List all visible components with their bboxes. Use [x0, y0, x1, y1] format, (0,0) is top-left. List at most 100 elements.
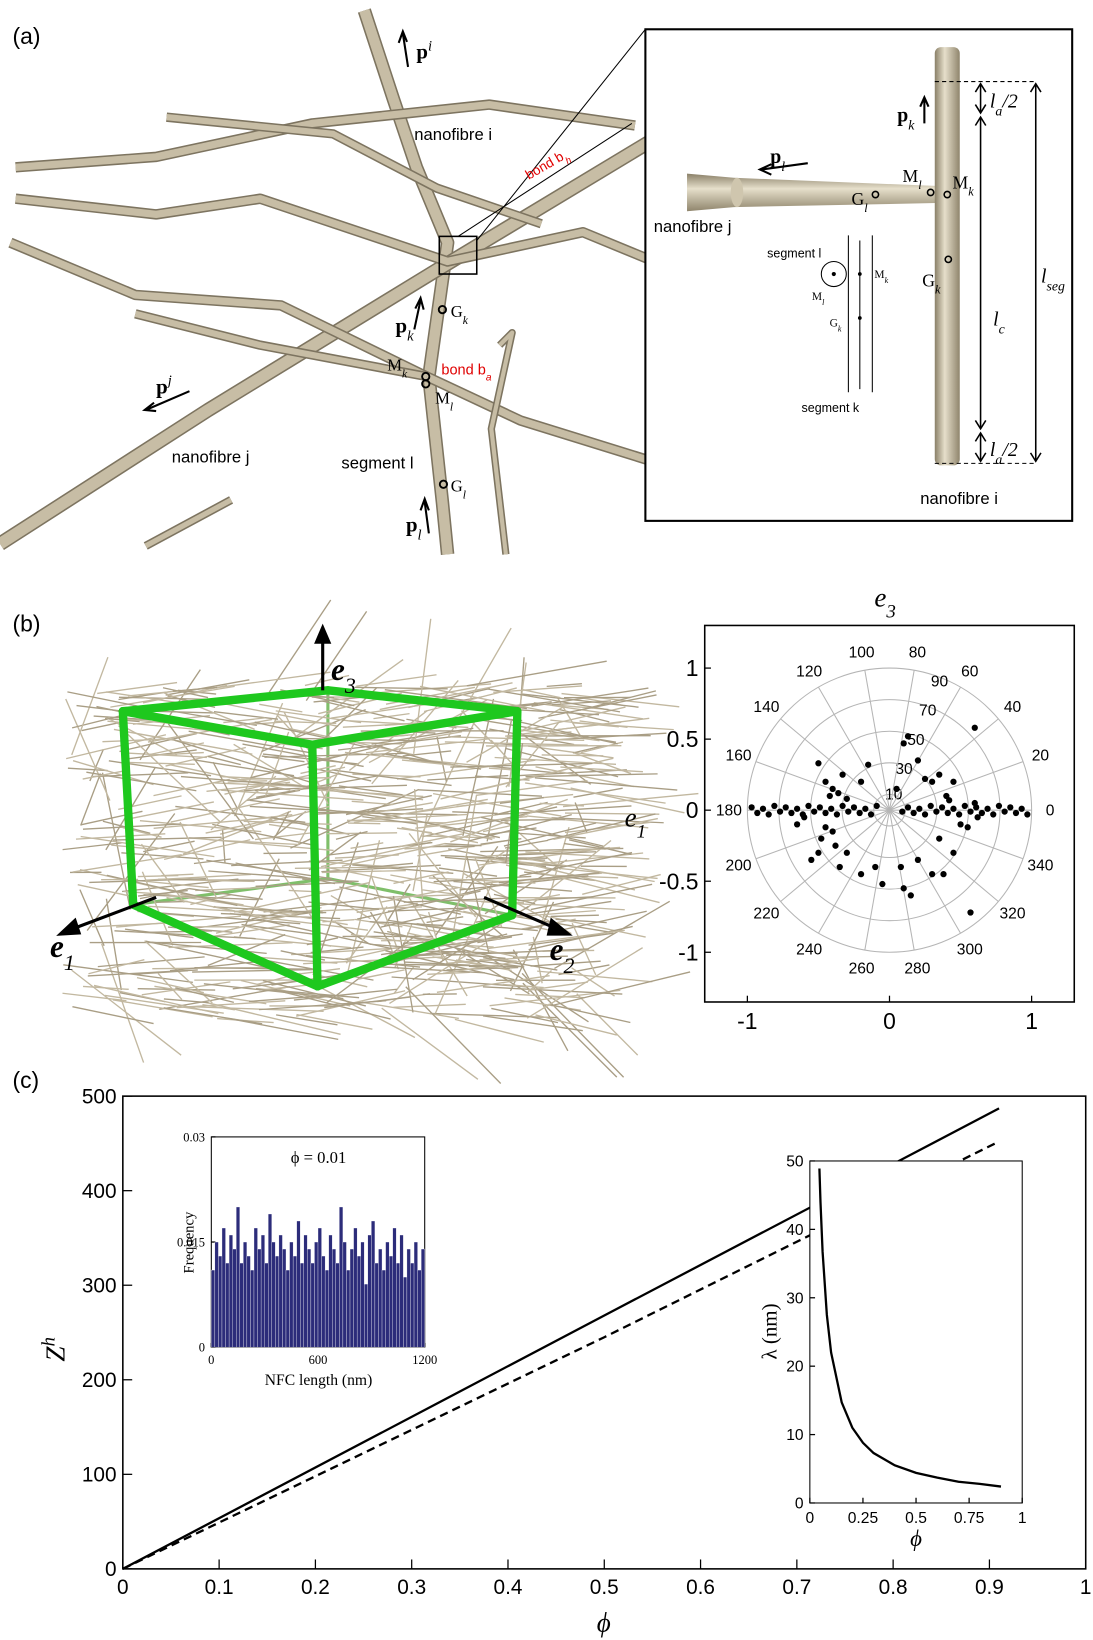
point: [893, 785, 900, 792]
label-part: l: [822, 298, 825, 307]
label: Gk: [922, 271, 941, 297]
y-axis-label: Frequency: [182, 1211, 198, 1273]
angle-label: 340: [1027, 857, 1053, 874]
point: [921, 811, 929, 818]
cube-fibre: [493, 685, 583, 693]
cube-fibre: [65, 698, 111, 801]
label: Gl: [451, 477, 466, 502]
cube-fibre: [321, 869, 406, 874]
cube-fibre: [527, 981, 588, 991]
cube-fibre: [300, 765, 336, 775]
point: [984, 805, 991, 812]
cube-fibre: [101, 943, 145, 1063]
cube-fibre: [89, 748, 105, 782]
cube-fibre: [415, 815, 528, 829]
cube-fibre: [246, 789, 301, 802]
bar: [264, 1262, 269, 1348]
polar-spoke: [888, 670, 915, 811]
cube-fibre: [261, 709, 366, 753]
label: segment k: [802, 401, 860, 415]
cube-fibre: [149, 751, 204, 757]
polar-spoke: [889, 761, 1024, 811]
label-part: p: [770, 146, 781, 168]
cube-fibre: [188, 730, 316, 755]
label-part: nanofibre j: [654, 217, 732, 236]
cube-fibre: [374, 744, 436, 763]
cube-fibre: [556, 721, 622, 731]
x-tick-label: 0.6: [686, 1576, 715, 1599]
cube-fibre: [77, 883, 135, 898]
cube-fibre: [531, 687, 649, 707]
point: [815, 760, 822, 767]
label-part: p: [406, 512, 418, 536]
cube-fibre: [192, 968, 317, 973]
cube-fibre: [545, 732, 667, 742]
cube-fibre: [476, 779, 588, 797]
cube-fibre: [112, 999, 213, 1018]
cube-fibre: [208, 870, 322, 880]
point: [833, 811, 841, 818]
angle-label: 180: [716, 802, 742, 819]
label: Gk: [451, 302, 469, 327]
label-part: e: [331, 652, 345, 687]
bar: [275, 1255, 280, 1348]
label-part: k: [463, 313, 469, 326]
cube-fibre: [304, 674, 350, 687]
label-part: G: [451, 477, 463, 496]
label-part: l: [990, 439, 996, 461]
cube-fibre: [71, 969, 182, 1056]
cube-fibre: [427, 774, 509, 781]
cube-fibre: [179, 821, 218, 900]
cube-fibre: [373, 893, 468, 899]
cube-fibre: [317, 842, 359, 959]
point: [936, 771, 943, 778]
cube-fibre: [134, 969, 188, 975]
cube-fibre: [526, 815, 649, 829]
cube-fibre: [169, 959, 269, 972]
cube-fibre: [83, 985, 129, 991]
y-tick-label: 1: [686, 655, 699, 681]
point: [805, 802, 812, 810]
x-tick-label: 0.7: [782, 1576, 811, 1599]
fibre: [489, 330, 515, 555]
cube-fibre: [522, 688, 561, 699]
cube-fibre: [80, 773, 102, 826]
cube-fibre: [554, 900, 671, 970]
cube-fibre: [258, 909, 348, 926]
point: [862, 805, 869, 812]
cube-fibre: [502, 851, 597, 857]
bar: [374, 1262, 379, 1348]
cube-fibre: [176, 1000, 286, 1009]
angle-label: 100: [849, 644, 875, 661]
cube-fibre: [256, 988, 360, 999]
zoom-line: [457, 122, 633, 237]
cube-edge: [313, 910, 517, 991]
point: [910, 809, 917, 817]
cube-fibre: [380, 906, 474, 928]
cube-fibre: [320, 841, 432, 868]
point: [765, 811, 772, 818]
cube-fibre: [428, 877, 536, 884]
point: [793, 805, 801, 812]
cube-fibre: [367, 862, 414, 869]
bar: [285, 1269, 290, 1348]
polar-spoke: [755, 809, 890, 860]
label-part: e: [874, 583, 886, 613]
bar: [353, 1227, 358, 1348]
cube-fibre: [339, 886, 461, 915]
bar: [221, 1227, 226, 1348]
fibre-tip: [730, 177, 744, 208]
cube-fibre: [263, 852, 307, 855]
cube-fibre: [350, 842, 384, 849]
bar: [317, 1227, 322, 1348]
point: [857, 778, 865, 785]
x-tick-label: 1: [1080, 1576, 1092, 1599]
cube-edge: [118, 707, 138, 909]
cube-edge: [507, 707, 522, 920]
point: [974, 814, 981, 821]
cube-fibre: [419, 685, 546, 712]
cube-fibre: [451, 794, 478, 938]
cube-fibre: [65, 734, 167, 760]
cube-fibre: [446, 948, 590, 956]
bar: [420, 1248, 425, 1348]
